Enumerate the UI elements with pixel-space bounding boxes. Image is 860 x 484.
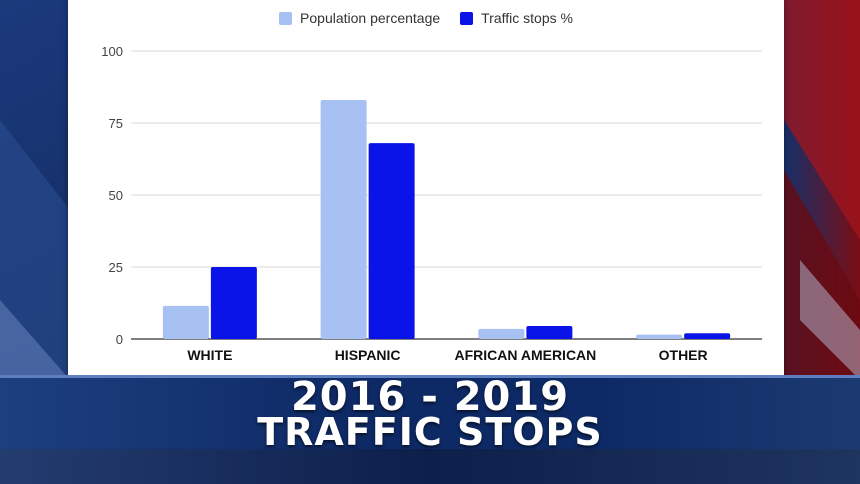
x-tick-label: WHITE	[187, 347, 232, 363]
y-tick-label: 25	[109, 260, 123, 275]
legend-item-traffic: Traffic stops %	[460, 10, 573, 26]
headline-title: TRAFFIC STOPS	[257, 410, 603, 454]
y-tick-label: 0	[116, 332, 123, 347]
bar-african-american-population	[478, 328, 525, 339]
y-tick-label: 75	[109, 116, 123, 131]
legend-label-population: Population percentage	[300, 10, 441, 26]
lower-third-strip	[0, 449, 860, 484]
bar-hispanic-traffic	[368, 143, 415, 339]
legend-label-traffic: Traffic stops %	[481, 10, 573, 26]
legend-swatch-traffic	[460, 11, 474, 25]
bar-white-traffic	[210, 267, 257, 339]
bar-african-american-traffic	[526, 326, 573, 339]
headline-years: 2016 - 2019	[290, 374, 570, 420]
legend-swatch-population	[279, 11, 293, 25]
bar-hispanic-population	[320, 99, 367, 340]
y-tick-label: 50	[109, 188, 123, 203]
bar-chart: 0 25 50 75 100 WHITE HISPANIC AFRICAN AMERICAN O…	[101, 44, 762, 363]
bar-white-population	[162, 305, 209, 339]
x-tick-label: HISPANIC	[335, 347, 401, 363]
legend-item-population: Population percentage	[279, 10, 440, 26]
lower-third-banner	[0, 375, 860, 452]
y-tick-label: 100	[101, 44, 123, 59]
bar-other-traffic	[684, 333, 731, 339]
x-tick-label: AFRICAN AMERICAN	[454, 347, 596, 363]
chart-panel: Population percentage Traffic stops % 0 2…	[68, 0, 784, 378]
x-tick-label: OTHER	[659, 347, 708, 363]
chart-legend: Population percentage Traffic stops %	[68, 10, 784, 26]
bar-other-population	[636, 334, 683, 339]
